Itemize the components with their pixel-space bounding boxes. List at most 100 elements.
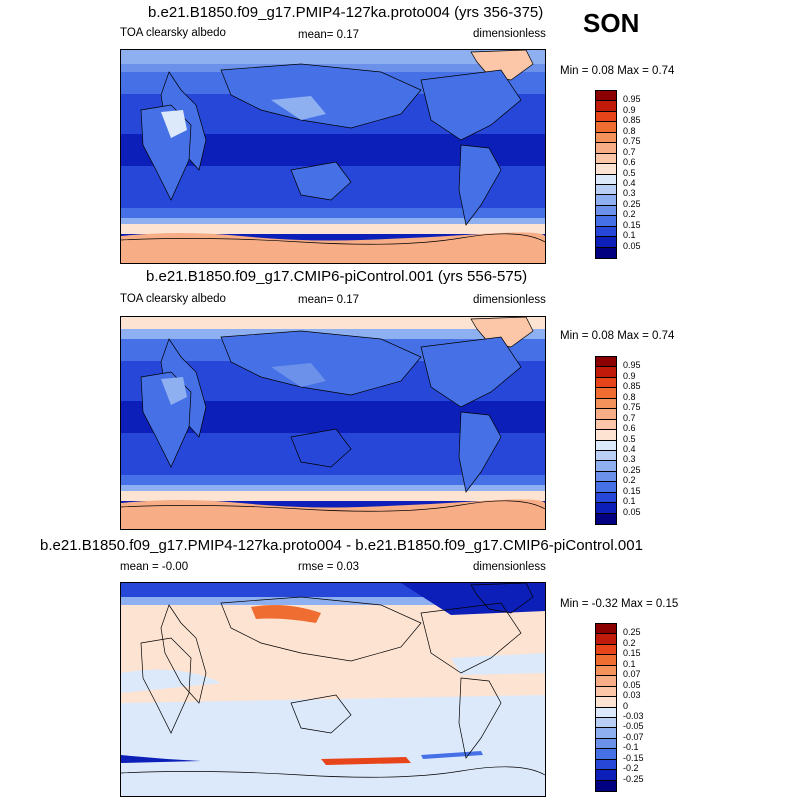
- colorbar-swatch: [596, 195, 616, 206]
- colorbar-swatch: [596, 471, 616, 483]
- panel-3-units-label: dimensionless: [473, 561, 546, 573]
- colorbar-swatch: [596, 461, 616, 472]
- colorbar-tick-label: 0.7: [623, 412, 636, 423]
- colorbar-swatch: [596, 717, 616, 729]
- panel-1-variable-label: TOA clearsky albedo: [120, 27, 226, 39]
- colorbar-tick-label: 0.2: [623, 209, 636, 220]
- panel-1-title: b.e21.B1850.f09_g17.PMIP4-127ka.proto004…: [148, 4, 544, 21]
- colorbar-swatch: [596, 357, 616, 368]
- colorbar-tick-label: 0.05: [623, 679, 641, 690]
- panel-1-units-label: dimensionless: [473, 28, 546, 40]
- panel-3-rmse-label: rmse = 0.03: [298, 561, 360, 573]
- colorbar-swatch: [596, 780, 616, 791]
- colorbar-swatch: [596, 686, 616, 698]
- colorbar-swatch: [596, 101, 616, 112]
- colorbar-swatch: [596, 513, 616, 524]
- colorbar-swatch: [596, 205, 616, 217]
- colorbar-swatch: [596, 143, 616, 154]
- colorbar-tick-label: 0.8: [623, 391, 636, 402]
- colorbar-tick-label: 0.03: [623, 690, 641, 701]
- colorbar-swatch: [596, 111, 616, 123]
- panel-2-minmax-label: Min = 0.08 Max = 0.74: [560, 330, 675, 342]
- panel-3-minmax-label: Min = -0.32 Max = 0.15: [560, 598, 679, 610]
- colorbar-tick-label: 0.7: [623, 146, 636, 157]
- panel-2-map: [120, 316, 546, 530]
- panel-2-title: b.e21.B1850.f09_g17.CMIP6-piControl.001 …: [146, 268, 528, 285]
- colorbar-tick-label: 0.1: [623, 230, 636, 241]
- colorbar-swatch: [596, 409, 616, 420]
- season-label: SON: [583, 8, 640, 38]
- colorbar-tick-label: 0.2: [623, 637, 636, 648]
- colorbar-swatch: [596, 247, 616, 258]
- panel-1-minmax-label: Min = 0.08 Max = 0.74: [560, 65, 675, 77]
- colorbar-tick-label: 0.75: [623, 402, 641, 413]
- colorbar-swatch: [596, 749, 616, 760]
- colorbar-swatch: [596, 153, 616, 165]
- colorbar-tick-label: 0.25: [623, 464, 641, 475]
- panel-2-units-label: dimensionless: [473, 294, 546, 306]
- colorbar-swatch: [596, 122, 616, 133]
- colorbar-tick-label: -0.2: [623, 763, 639, 774]
- colorbar-swatch: [596, 174, 616, 185]
- colorbar-swatch: [596, 697, 616, 708]
- panel-3-map: [120, 582, 546, 797]
- panel-2-mean-label: mean= 0.17: [298, 294, 360, 306]
- colorbar-swatch: [596, 624, 616, 635]
- panel-1-colorbar: [595, 90, 617, 259]
- colorbar-tick-label: 0.1: [623, 658, 636, 669]
- colorbar-swatch: [596, 644, 616, 656]
- colorbar-tick-label: 0.95: [623, 94, 641, 105]
- colorbar-tick-label: 0.6: [623, 157, 636, 168]
- colorbar-tick-label: 0.9: [623, 104, 636, 115]
- colorbar-tick-label: 0.25: [623, 198, 641, 209]
- colorbar-tick-label: 0.9: [623, 370, 636, 381]
- colorbar-swatch: [596, 634, 616, 645]
- colorbar-tick-label: 0.15: [623, 648, 641, 659]
- colorbar-tick-label: 0.25: [623, 627, 641, 638]
- colorbar-tick-label: -0.1: [623, 742, 639, 753]
- colorbar-swatch: [596, 759, 616, 771]
- colorbar-tick-label: 0.85: [623, 381, 641, 392]
- colorbar-swatch: [596, 377, 616, 389]
- panel-2-albedo-field: [121, 317, 545, 529]
- colorbar-tick-label: 0.75: [623, 136, 641, 147]
- colorbar-tick-label: -0.03: [623, 710, 644, 721]
- colorbar-swatch: [596, 367, 616, 378]
- colorbar-tick-label: 0.3: [623, 188, 636, 199]
- colorbar-tick-label: 0.05: [623, 240, 641, 251]
- colorbar-swatch: [596, 91, 616, 102]
- colorbar-tick-label: 0.2: [623, 475, 636, 486]
- colorbar-tick-label: 0.4: [623, 177, 636, 188]
- colorbar-tick-label: 0.3: [623, 454, 636, 465]
- colorbar-swatch: [596, 738, 616, 750]
- colorbar-tick-label: 0: [623, 700, 629, 711]
- colorbar-tick-label: 0.95: [623, 360, 641, 371]
- colorbar-swatch: [596, 237, 616, 248]
- colorbar-tick-label: -0.05: [623, 721, 644, 732]
- colorbar-tick-label: 0.6: [623, 423, 636, 434]
- colorbar-swatch: [596, 419, 616, 431]
- colorbar-swatch: [596, 164, 616, 175]
- panel-3-title: b.e21.B1850.f09_g17.PMIP4-127ka.proto004…: [40, 537, 643, 554]
- colorbar-swatch: [596, 676, 616, 687]
- colorbar-swatch: [596, 450, 616, 462]
- colorbar-tick-label: 0.85: [623, 115, 641, 126]
- colorbar-tick-label: -0.15: [623, 752, 644, 763]
- colorbar-swatch: [596, 728, 616, 739]
- colorbar-tick-label: -0.07: [623, 731, 644, 742]
- colorbar-tick-label: 0.4: [623, 443, 636, 454]
- panel-2-colorbar: [595, 356, 617, 525]
- colorbar-tick-label: 0.15: [623, 485, 641, 496]
- colorbar-swatch: [596, 398, 616, 410]
- colorbar-swatch: [596, 665, 616, 677]
- colorbar-swatch: [596, 184, 616, 196]
- panel-3-difference-field: [121, 583, 545, 796]
- panel-1-albedo-field: [121, 50, 545, 263]
- colorbar-swatch: [596, 226, 616, 238]
- colorbar-swatch: [596, 388, 616, 399]
- colorbar-swatch: [596, 482, 616, 493]
- colorbar-tick-label: 0.5: [623, 433, 636, 444]
- colorbar-swatch: [596, 440, 616, 451]
- panel-2-variable-label: TOA clearsky albedo: [120, 293, 226, 305]
- colorbar-swatch: [596, 430, 616, 441]
